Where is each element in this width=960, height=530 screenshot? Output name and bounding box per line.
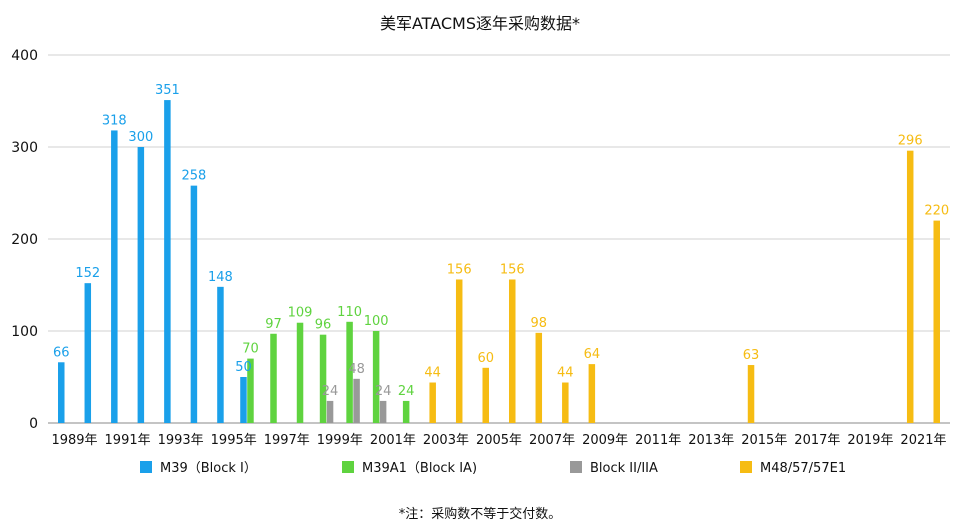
x-tick-label: 2021年 (900, 433, 946, 448)
bars (58, 100, 940, 423)
bar (270, 333, 277, 423)
data-label: 110 (337, 305, 362, 320)
legend-item: M39A1（Block IA) (342, 461, 477, 476)
bar (190, 185, 198, 423)
bar (346, 321, 353, 423)
data-label: 24 (375, 384, 392, 399)
data-label: 48 (348, 362, 365, 377)
data-label: 351 (155, 83, 180, 98)
data-label: 156 (500, 262, 525, 277)
x-tick-label: 1999年 (317, 433, 363, 448)
y-tick-label: 0 (29, 416, 38, 432)
data-label: 64 (584, 347, 601, 362)
legend-swatch (570, 461, 582, 473)
bar (455, 279, 463, 423)
data-label: 96 (315, 318, 332, 333)
bar (588, 364, 596, 423)
data-label: 258 (181, 169, 206, 184)
bar (240, 377, 247, 423)
x-tick-label: 1995年 (211, 433, 257, 448)
x-tick-label: 2015年 (741, 433, 787, 448)
legend-label: M39（Block I） (160, 461, 257, 476)
data-label: 66 (53, 345, 70, 360)
data-label: 97 (265, 317, 282, 332)
data-label: 148 (208, 270, 233, 285)
x-tick-label: 2013年 (688, 433, 734, 448)
bar (137, 147, 145, 423)
bar (429, 382, 436, 423)
y-tick-label: 100 (11, 324, 38, 340)
x-tick-label: 1991年 (105, 433, 151, 448)
bar (247, 358, 254, 423)
x-tick-label: 2011年 (635, 433, 681, 448)
bar (509, 279, 516, 423)
data-label: 63 (743, 348, 760, 363)
x-tick-label: 1993年 (158, 433, 204, 448)
legend-item: M48/57/57E1 (740, 461, 846, 476)
legend-label: M39A1（Block IA) (362, 461, 477, 476)
bar (747, 365, 755, 423)
data-label: 318 (102, 113, 127, 128)
bar (319, 334, 327, 423)
x-tick-label: 2003年 (423, 433, 469, 448)
bar (379, 400, 387, 423)
x-tick-label: 2009年 (582, 433, 628, 448)
data-label: 50 (235, 360, 252, 375)
x-tick-label: 2001年 (370, 433, 416, 448)
data-label: 70 (242, 342, 259, 357)
data-label: 98 (531, 316, 548, 331)
legend-item: M39（Block I） (140, 461, 257, 476)
data-label: 300 (128, 130, 153, 145)
x-tick-label: 2017年 (794, 433, 840, 448)
data-label: 44 (557, 366, 574, 381)
bar (326, 400, 334, 423)
gridlines (48, 54, 950, 424)
y-axis-ticks: 0 100 200 300 400 (11, 48, 38, 432)
legend-label: M48/57/57E1 (760, 461, 846, 476)
x-tick-label: 1997年 (264, 433, 310, 448)
bar (217, 286, 224, 423)
chart-title: 美军ATACMS逐年采购数据* (380, 14, 580, 33)
x-tick-label: 2007年 (529, 433, 575, 448)
legend-swatch (140, 461, 152, 473)
y-tick-label: 300 (11, 140, 38, 156)
legend-swatch (740, 461, 752, 473)
bar (933, 220, 940, 423)
data-label: 24 (398, 384, 415, 399)
bar (906, 150, 914, 423)
bar (296, 322, 304, 423)
bar (84, 283, 92, 423)
bar (482, 367, 489, 423)
data-label: 109 (288, 306, 313, 321)
data-label: 24 (322, 384, 339, 399)
bar (164, 100, 171, 423)
footnote: *注：采购数不等于交付数。 (399, 506, 562, 522)
bar (535, 332, 543, 423)
bar (562, 382, 569, 423)
data-label: 156 (447, 262, 472, 277)
bar (402, 400, 410, 423)
x-axis-ticks: 1989年 1991年 1993年 1995年 1997年 1999年 2001年 2003年… (51, 433, 946, 448)
x-tick-label: 2005年 (476, 433, 522, 448)
data-label: 296 (898, 134, 923, 149)
bar (372, 331, 380, 423)
legend: M39（Block I） M39A1（Block IA) Block II/IIA M… (140, 461, 846, 476)
x-tick-label: 1989年 (51, 433, 97, 448)
legend-item: Block II/IIA (570, 461, 658, 476)
bar (111, 130, 118, 423)
data-label: 220 (924, 204, 949, 219)
legend-swatch (342, 461, 354, 473)
bar (58, 362, 65, 423)
data-label: 100 (364, 314, 389, 329)
x-tick-label: 2019年 (847, 433, 893, 448)
data-label: 60 (477, 351, 494, 366)
y-tick-label: 200 (11, 232, 38, 248)
data-label: 44 (424, 366, 441, 381)
legend-label: Block II/IIA (590, 461, 658, 476)
y-tick-label: 400 (11, 48, 38, 64)
bar (353, 378, 360, 423)
data-label: 152 (75, 266, 100, 281)
